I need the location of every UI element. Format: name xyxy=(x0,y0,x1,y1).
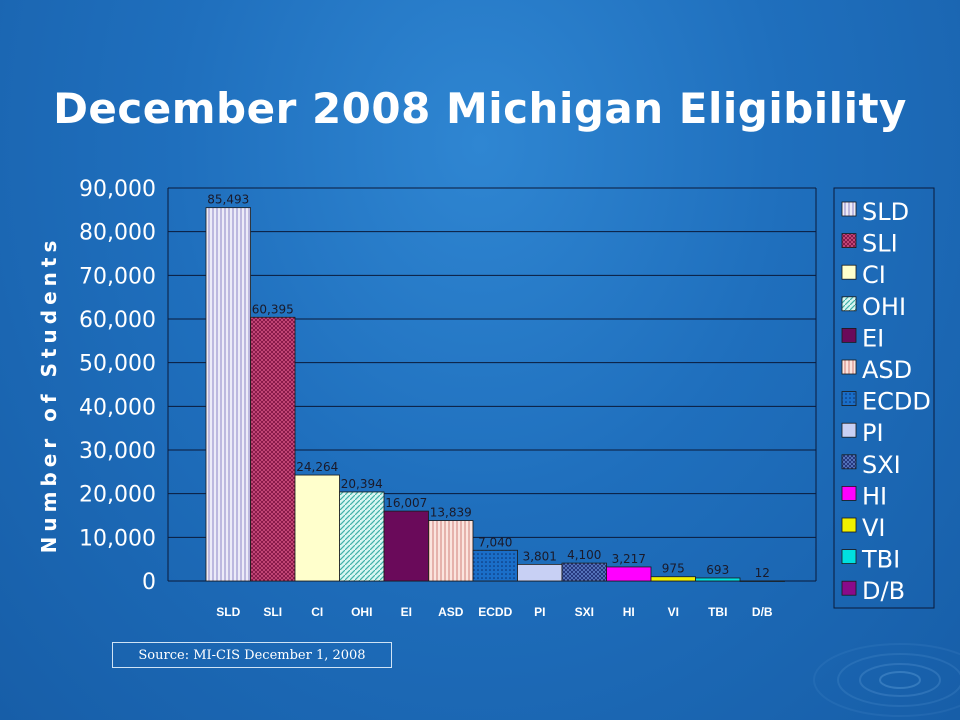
data-label: 16,007 xyxy=(385,496,427,510)
x-tick-label: D/B xyxy=(752,605,773,619)
legend-swatch xyxy=(841,296,857,312)
legend-swatch xyxy=(841,580,857,596)
data-label: 24,264 xyxy=(296,460,338,474)
legend-label: TBI xyxy=(861,546,900,574)
bar-tbi xyxy=(695,577,741,582)
x-tick-label: SXI xyxy=(575,605,594,619)
legend-swatch xyxy=(841,485,857,501)
legend-label: PI xyxy=(862,419,884,447)
legend-label: OHI xyxy=(862,293,906,321)
legend-label: SLI xyxy=(862,230,898,258)
legend-swatch xyxy=(841,233,857,249)
data-label: 3,801 xyxy=(523,549,557,563)
legend-swatch xyxy=(841,264,857,280)
bar-hi xyxy=(606,566,652,582)
plot-area: 0 10,000 20,000 30,000 40,000 50,000 60,000 70,… xyxy=(37,177,817,619)
y-tick-label: 30,000 xyxy=(79,439,156,464)
legend-swatch xyxy=(841,517,857,533)
y-tick-label: 40,000 xyxy=(79,395,156,420)
data-label: 12 xyxy=(755,566,770,580)
legend-swatch xyxy=(841,549,857,564)
data-label: 85,493 xyxy=(207,193,249,207)
y-tick-label: 20,000 xyxy=(79,483,156,508)
x-tick-label: HI xyxy=(623,605,635,619)
legend-swatch xyxy=(841,359,857,375)
y-tick-label: 90,000 xyxy=(79,177,156,202)
data-label: 20,394 xyxy=(341,477,383,491)
legend-box xyxy=(833,187,935,609)
x-tick-label: SLD xyxy=(216,605,240,619)
legend-label: SXI xyxy=(862,451,901,479)
bar-ci xyxy=(294,474,340,582)
data-label: 693 xyxy=(706,563,729,577)
legend-label: ECDD xyxy=(862,388,931,416)
y-tick-label: 10,000 xyxy=(79,526,156,551)
data-label: 60,395 xyxy=(252,302,294,316)
x-tick-label: TBI xyxy=(708,605,727,619)
bar-pi xyxy=(517,564,563,582)
legend-swatch xyxy=(841,327,857,343)
y-axis-title: Number of Students xyxy=(37,236,61,554)
legend-label: CI xyxy=(862,261,886,289)
data-label: 7,040 xyxy=(478,535,512,549)
x-tick-label: CI xyxy=(311,605,323,619)
bar-ecdd xyxy=(472,549,518,582)
x-tick-label: VI xyxy=(668,605,679,619)
legend-swatch xyxy=(841,391,857,407)
y-tick-label: 50,000 xyxy=(79,352,156,377)
legend-label: D/B xyxy=(862,577,905,605)
x-tick-label: OHI xyxy=(351,605,372,619)
water-ripple-decoration xyxy=(813,643,960,717)
x-tick-label: SLI xyxy=(263,605,282,619)
data-label: 3,217 xyxy=(612,552,646,566)
y-tick-label: 0 xyxy=(142,570,156,595)
data-label: 975 xyxy=(662,562,685,576)
data-label: 13,839 xyxy=(430,506,472,520)
bar-sld xyxy=(205,207,251,582)
x-tick-label: EI xyxy=(401,605,412,619)
source-note: Source: MI-CIS December 1, 2008 xyxy=(112,642,392,668)
legend-swatch xyxy=(841,201,857,217)
x-tick-label: ASD xyxy=(438,605,464,619)
y-tick-label: 70,000 xyxy=(79,264,156,289)
legend-swatch xyxy=(841,422,857,438)
legend-label: EI xyxy=(862,324,884,352)
bar-ei xyxy=(383,510,429,582)
bar-vi xyxy=(650,576,696,582)
legend-label: SLD xyxy=(862,198,909,226)
legend-label: HI xyxy=(862,482,887,510)
x-tick-label: ECDD xyxy=(478,605,512,619)
data-label: 4,100 xyxy=(567,548,601,562)
bar-ohi xyxy=(339,491,385,582)
y-tick-label: 60,000 xyxy=(79,308,156,333)
bar-sxi xyxy=(561,562,607,582)
legend: SLD SLI CI OHI EI ASD ECDD PI SXI HI VI TBI D/B xyxy=(833,187,935,609)
bar-asd xyxy=(428,520,474,582)
chart-title: December 2008 Michigan Eligibility xyxy=(53,84,907,133)
legend-swatch xyxy=(841,454,857,470)
y-tick-label: 80,000 xyxy=(79,221,156,246)
bar-db xyxy=(739,580,785,582)
legend-label: VI xyxy=(862,514,886,542)
bar-sli xyxy=(250,316,296,582)
x-tick-label: PI xyxy=(534,605,545,619)
legend-label: ASD xyxy=(862,356,912,384)
